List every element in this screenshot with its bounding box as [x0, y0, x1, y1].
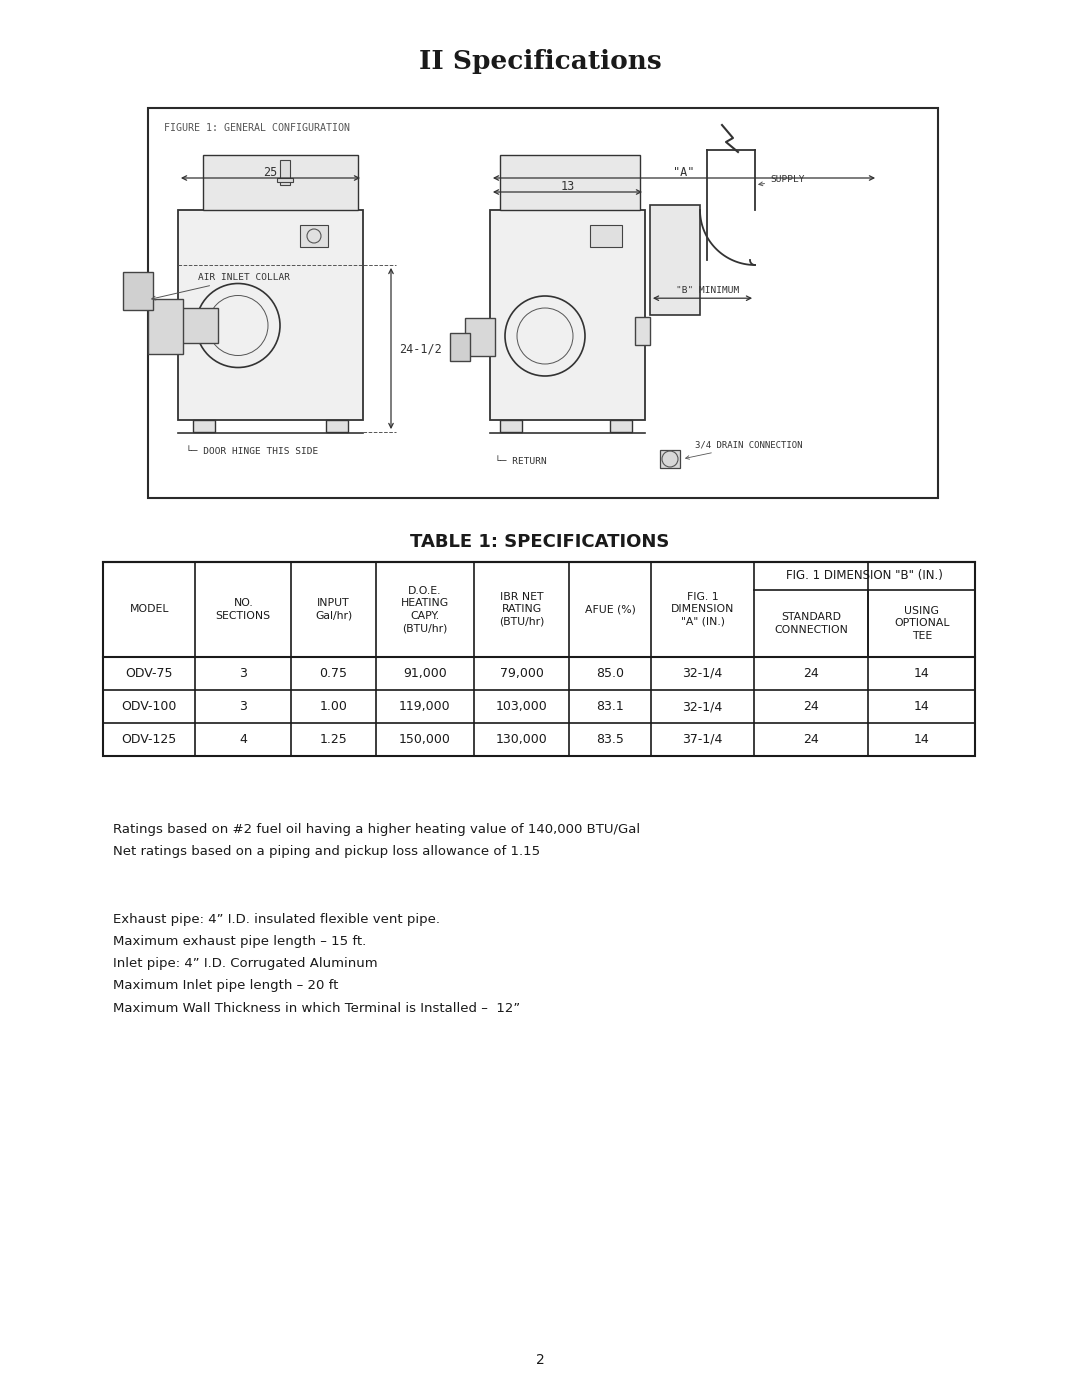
Text: FIGURE 1: GENERAL CONFIGURATION: FIGURE 1: GENERAL CONFIGURATION	[164, 123, 350, 133]
Bar	[450, 332, 470, 360]
Text: MODEL: MODEL	[130, 605, 168, 615]
Text: "B" MINIMUM: "B" MINIMUM	[676, 286, 739, 295]
Text: └─ DOOR HINGE THIS SIDE: └─ DOOR HINGE THIS SIDE	[186, 447, 319, 457]
Bar	[103, 562, 975, 756]
Text: SUPPLY: SUPPLY	[759, 176, 805, 186]
Text: 119,000: 119,000	[399, 700, 450, 712]
Text: AFUE (%): AFUE (%)	[584, 605, 636, 615]
Text: 85.0: 85.0	[596, 666, 624, 680]
Text: 24: 24	[804, 733, 820, 746]
Text: Maximum Inlet pipe length – 20 ft: Maximum Inlet pipe length – 20 ft	[113, 979, 338, 992]
Text: 24: 24	[804, 700, 820, 712]
Bar	[610, 420, 632, 432]
Bar	[590, 225, 622, 247]
Text: D.O.E.
HEATING
CAPY.
(BTU/hr): D.O.E. HEATING CAPY. (BTU/hr)	[401, 585, 449, 633]
Text: 24: 24	[804, 666, 820, 680]
Text: 3: 3	[240, 700, 247, 712]
Text: ODV-125: ODV-125	[122, 733, 177, 746]
Bar	[500, 155, 640, 210]
Text: 0.75: 0.75	[320, 666, 348, 680]
Text: 37-1/4: 37-1/4	[683, 733, 723, 746]
Text: 14: 14	[914, 700, 930, 712]
Bar	[276, 177, 293, 182]
Bar	[326, 420, 348, 432]
Text: Inlet pipe: 4” I.D. Corrugated Aluminum: Inlet pipe: 4” I.D. Corrugated Aluminum	[113, 957, 378, 971]
Text: 79,000: 79,000	[500, 666, 543, 680]
Text: ODV-100: ODV-100	[122, 700, 177, 712]
Bar	[203, 155, 357, 210]
Text: 4: 4	[240, 733, 247, 746]
Text: 24-1/2: 24-1/2	[399, 342, 442, 355]
Bar	[148, 299, 183, 353]
Bar	[173, 307, 218, 344]
Text: 2: 2	[536, 1354, 544, 1368]
Text: FIG. 1
DIMENSION
"A" (IN.): FIG. 1 DIMENSION "A" (IN.)	[671, 592, 734, 627]
Bar	[465, 319, 495, 356]
Text: TABLE 1: SPECIFICATIONS: TABLE 1: SPECIFICATIONS	[410, 534, 670, 550]
Text: 14: 14	[914, 733, 930, 746]
Bar	[193, 420, 215, 432]
Text: STANDARD
CONNECTION: STANDARD CONNECTION	[774, 612, 848, 634]
Text: IBR NET
RATING
(BTU/hr): IBR NET RATING (BTU/hr)	[499, 592, 544, 627]
Text: II Specifications: II Specifications	[419, 49, 661, 74]
Bar	[635, 317, 650, 345]
Bar	[660, 450, 680, 468]
Bar	[300, 225, 328, 247]
Text: 1.00: 1.00	[320, 700, 348, 712]
Text: "A": "A"	[673, 165, 694, 179]
Text: 3/4 DRAIN CONNECTION: 3/4 DRAIN CONNECTION	[686, 440, 802, 460]
Bar	[148, 108, 939, 497]
Bar	[500, 420, 522, 432]
Text: Exhaust pipe: 4” I.D. insulated flexible vent pipe.: Exhaust pipe: 4” I.D. insulated flexible…	[113, 914, 440, 926]
Text: NO.
SECTIONS: NO. SECTIONS	[216, 598, 271, 620]
Text: 32-1/4: 32-1/4	[683, 700, 723, 712]
Text: 13: 13	[561, 179, 575, 193]
Text: Ratings based on #2 fuel oil having a higher heating value of 140,000 BTU/Gal: Ratings based on #2 fuel oil having a hi…	[113, 823, 640, 837]
Text: 1.25: 1.25	[320, 733, 348, 746]
Text: 150,000: 150,000	[399, 733, 450, 746]
Text: FIG. 1 DIMENSION "B" (IN.): FIG. 1 DIMENSION "B" (IN.)	[786, 570, 943, 583]
Text: 25: 25	[264, 165, 278, 179]
Text: Maximum Wall Thickness in which Terminal is Installed –  12”: Maximum Wall Thickness in which Terminal…	[113, 1002, 521, 1014]
Bar	[280, 161, 291, 184]
Text: USING
OPTIONAL
TEE: USING OPTIONAL TEE	[894, 606, 949, 641]
Text: 91,000: 91,000	[403, 666, 447, 680]
Text: AIR INLET COLLAR: AIR INLET COLLAR	[152, 274, 291, 300]
Text: Net ratings based on a piping and pickup loss allowance of 1.15: Net ratings based on a piping and pickup…	[113, 845, 540, 859]
Text: └─ RETURN: └─ RETURN	[495, 457, 546, 467]
Text: 32-1/4: 32-1/4	[683, 666, 723, 680]
Bar	[650, 205, 700, 314]
Bar	[123, 272, 153, 310]
Text: INPUT
Gal/hr): INPUT Gal/hr)	[315, 598, 352, 620]
Bar	[178, 210, 363, 420]
Text: 83.1: 83.1	[596, 700, 624, 712]
Text: 103,000: 103,000	[496, 700, 548, 712]
Text: ODV-75: ODV-75	[125, 666, 173, 680]
Text: 83.5: 83.5	[596, 733, 624, 746]
Text: Maximum exhaust pipe length – 15 ft.: Maximum exhaust pipe length – 15 ft.	[113, 936, 366, 949]
Text: 3: 3	[240, 666, 247, 680]
Text: 14: 14	[914, 666, 930, 680]
Text: 130,000: 130,000	[496, 733, 548, 746]
Bar	[490, 210, 645, 420]
